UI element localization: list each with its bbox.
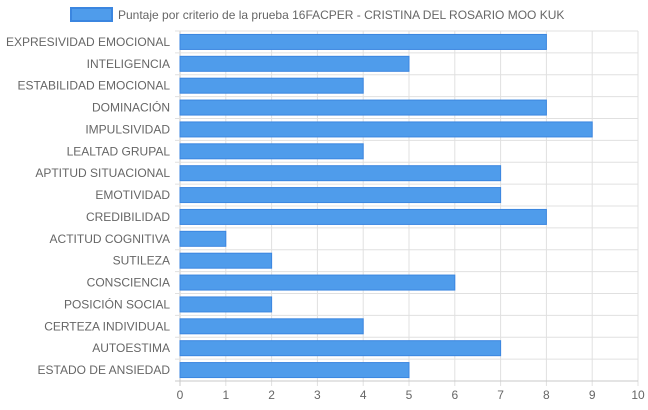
legend-swatch	[70, 7, 113, 22]
y-tick-label: POSICIÓN SOCIAL	[64, 296, 170, 311]
bar[interactable]	[179, 274, 456, 291]
bar[interactable]	[179, 55, 410, 72]
bar[interactable]	[179, 77, 364, 94]
x-tick-label: 9	[589, 388, 596, 402]
y-tick-label: SUTILEZA	[113, 254, 170, 268]
bar[interactable]	[179, 33, 547, 50]
grid-lines	[175, 30, 639, 386]
x-tick-label: 0	[177, 388, 184, 402]
x-tick-label: 7	[497, 388, 504, 402]
bar[interactable]	[179, 340, 502, 357]
y-tick-label: AUTOESTIMA	[92, 341, 170, 355]
y-tick-label: IMPULSIVIDAD	[85, 122, 170, 136]
y-tick-label: EMOTIVIDAD	[95, 188, 170, 202]
x-tick-label: 4	[360, 388, 367, 402]
bars	[179, 33, 593, 379]
y-tick-label: CONSCIENCIA	[87, 276, 170, 290]
y-tick-label: LEALTAD GRUPAL	[67, 144, 171, 158]
y-tick-label: DOMINACIÓN	[92, 100, 170, 115]
bar[interactable]	[179, 362, 410, 379]
x-tick-label: 3	[314, 388, 321, 402]
y-tick-label: ACTITUD COGNITIVA	[50, 232, 170, 246]
legend[interactable]: Puntaje por criterio de la prueba 16FACP…	[70, 7, 564, 22]
bar[interactable]	[179, 187, 502, 204]
bar[interactable]	[179, 318, 364, 335]
bar[interactable]	[179, 121, 593, 138]
y-tick-label: ESTABILIDAD EMOCIONAL	[18, 79, 171, 93]
bar[interactable]	[179, 143, 364, 160]
bar[interactable]	[179, 230, 227, 247]
legend-label: Puntaje por criterio de la prueba 16FACP…	[118, 8, 564, 22]
x-tick-label: 6	[451, 388, 458, 402]
y-tick-label: APTITUD SITUACIONAL	[35, 166, 170, 180]
x-tick-label: 8	[543, 388, 550, 402]
bar[interactable]	[179, 165, 502, 182]
bar[interactable]	[179, 99, 547, 116]
x-tick-label: 10	[631, 388, 645, 402]
x-tick-label: 1	[222, 388, 229, 402]
bar[interactable]	[179, 208, 547, 225]
bar[interactable]	[179, 296, 273, 313]
y-tick-label: CREDIBILIDAD	[86, 210, 170, 224]
x-tick-label: 5	[406, 388, 413, 402]
y-tick-label: CERTEZA INDIVIDUAL	[44, 319, 170, 333]
y-tick-label: ESTADO DE ANSIEDAD	[38, 363, 171, 377]
y-tick-label: EXPRESIVIDAD EMOCIONAL	[6, 35, 170, 49]
bar[interactable]	[179, 252, 273, 269]
x-axis-labels: 0 1 2 3 4 5 6 7 8 9 10	[177, 388, 645, 402]
x-tick-label: 2	[268, 388, 275, 402]
y-axis-labels: EXPRESIVIDAD EMOCIONAL INTELIGENCIA ESTABI…	[6, 35, 170, 377]
y-tick-label: INTELIGENCIA	[87, 57, 170, 71]
